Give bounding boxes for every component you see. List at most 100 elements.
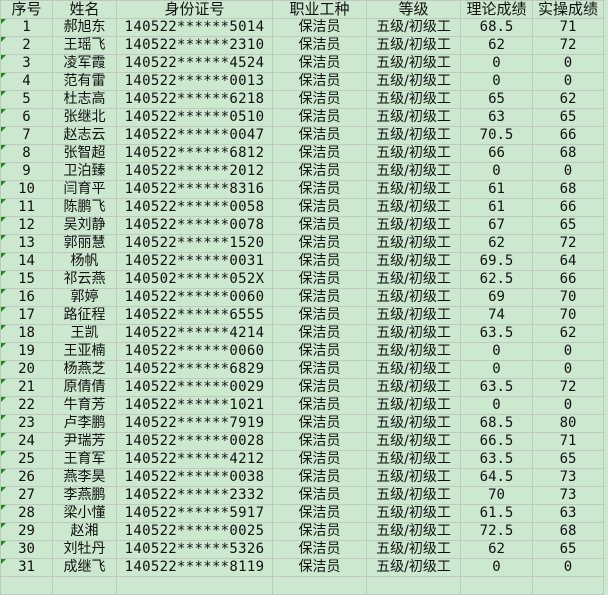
cell-id[interactable]: 140522******1520: [116, 234, 273, 253]
cell-seq[interactable]: 7: [0, 126, 53, 145]
cell-level[interactable]: 五级/初级工: [366, 270, 461, 289]
cell-theory[interactable]: 0: [460, 360, 533, 379]
cell-level[interactable]: 五级/初级工: [366, 468, 461, 487]
cell-job[interactable]: 保洁员: [272, 558, 367, 577]
cell-job[interactable]: 保洁员: [272, 36, 367, 55]
cell-seq[interactable]: 26: [0, 468, 53, 487]
cell-seq[interactable]: 23: [0, 414, 53, 433]
cell-job[interactable]: 保洁员: [272, 306, 367, 325]
cell-practice[interactable]: 63: [532, 504, 604, 523]
cell-id[interactable]: 140522******0060: [116, 342, 273, 361]
cell-id[interactable]: 140522******5014: [116, 18, 273, 37]
cell-theory[interactable]: 63.5: [460, 324, 533, 343]
cell-practice[interactable]: 65: [532, 540, 604, 559]
cell-job[interactable]: 保洁员: [272, 396, 367, 415]
cell-level[interactable]: 五级/初级工: [366, 180, 461, 199]
cell-level[interactable]: 五级/初级工: [366, 324, 461, 343]
cell-seq[interactable]: 28: [0, 504, 53, 523]
empty-cell[interactable]: [366, 576, 461, 595]
cell-name[interactable]: 张智超: [52, 144, 117, 163]
cell-seq[interactable]: 15: [0, 270, 53, 289]
cell-theory[interactable]: 65: [460, 90, 533, 109]
cell-level[interactable]: 五级/初级工: [366, 18, 461, 37]
cell-practice[interactable]: 0: [532, 360, 604, 379]
cell-seq[interactable]: 16: [0, 288, 53, 307]
cell-practice[interactable]: 68: [532, 144, 604, 163]
cell-theory[interactable]: 63: [460, 108, 533, 127]
cell-theory[interactable]: 63.5: [460, 378, 533, 397]
cell-level[interactable]: 五级/初级工: [366, 450, 461, 469]
cell-theory[interactable]: 0: [460, 558, 533, 577]
cell-job[interactable]: 保洁员: [272, 270, 367, 289]
cell-level[interactable]: 五级/初级工: [366, 234, 461, 253]
cell-practice[interactable]: 80: [532, 414, 604, 433]
cell-theory[interactable]: 74: [460, 306, 533, 325]
cell-level[interactable]: 五级/初级工: [366, 396, 461, 415]
cell-id[interactable]: 140522******6555: [116, 306, 273, 325]
cell-name[interactable]: 卫泊臻: [52, 162, 117, 181]
cell-level[interactable]: 五级/初级工: [366, 342, 461, 361]
cell-seq[interactable]: 13: [0, 234, 53, 253]
cell-level[interactable]: 五级/初级工: [366, 378, 461, 397]
cell-level[interactable]: 五级/初级工: [366, 90, 461, 109]
cell-job[interactable]: 保洁员: [272, 540, 367, 559]
cell-job[interactable]: 保洁员: [272, 108, 367, 127]
cell-theory[interactable]: 0: [460, 72, 533, 91]
cell-level[interactable]: 五级/初级工: [366, 540, 461, 559]
cell-level[interactable]: 五级/初级工: [366, 72, 461, 91]
cell-job[interactable]: 保洁员: [272, 90, 367, 109]
cell-id[interactable]: 140522******0025: [116, 522, 273, 541]
cell-theory[interactable]: 69: [460, 288, 533, 307]
cell-practice[interactable]: 0: [532, 558, 604, 577]
cell-seq[interactable]: 24: [0, 432, 53, 451]
cell-id[interactable]: 140522******0047: [116, 126, 273, 145]
cell-id[interactable]: 140522******4524: [116, 54, 273, 73]
header-level[interactable]: 等级: [366, 0, 461, 19]
cell-job[interactable]: 保洁员: [272, 504, 367, 523]
header-practice[interactable]: 实操成绩: [532, 0, 604, 19]
cell-name[interactable]: 杨燕芝: [52, 360, 117, 379]
cell-theory[interactable]: 68.5: [460, 18, 533, 37]
cell-practice[interactable]: 72: [532, 378, 604, 397]
cell-id[interactable]: 140522******6812: [116, 144, 273, 163]
cell-practice[interactable]: 70: [532, 306, 604, 325]
cell-practice[interactable]: 0: [532, 396, 604, 415]
cell-theory[interactable]: 64.5: [460, 468, 533, 487]
cell-seq[interactable]: 31: [0, 558, 53, 577]
empty-cell[interactable]: [532, 576, 604, 595]
cell-level[interactable]: 五级/初级工: [366, 522, 461, 541]
cell-name[interactable]: 张继北: [52, 108, 117, 127]
cell-theory[interactable]: 0: [460, 342, 533, 361]
cell-name[interactable]: 王亚楠: [52, 342, 117, 361]
header-id[interactable]: 身份证号: [116, 0, 273, 19]
cell-theory[interactable]: 72.5: [460, 522, 533, 541]
cell-level[interactable]: 五级/初级工: [366, 288, 461, 307]
cell-name[interactable]: 赵湘: [52, 522, 117, 541]
cell-level[interactable]: 五级/初级工: [366, 36, 461, 55]
cell-id[interactable]: 140522******0060: [116, 288, 273, 307]
cell-job[interactable]: 保洁员: [272, 324, 367, 343]
empty-cell[interactable]: [272, 576, 367, 595]
cell-level[interactable]: 五级/初级工: [366, 306, 461, 325]
cell-practice[interactable]: 66: [532, 198, 604, 217]
cell-id[interactable]: 140522******1021: [116, 396, 273, 415]
cell-practice[interactable]: 64: [532, 252, 604, 271]
cell-theory[interactable]: 62: [460, 540, 533, 559]
cell-name[interactable]: 郭婷: [52, 288, 117, 307]
cell-id[interactable]: 140522******8119: [116, 558, 273, 577]
cell-id[interactable]: 140522******8316: [116, 180, 273, 199]
cell-name[interactable]: 原倩倩: [52, 378, 117, 397]
cell-id[interactable]: 140522******2310: [116, 36, 273, 55]
cell-job[interactable]: 保洁员: [272, 414, 367, 433]
cell-id[interactable]: 140522******0029: [116, 378, 273, 397]
cell-seq[interactable]: 11: [0, 198, 53, 217]
cell-level[interactable]: 五级/初级工: [366, 414, 461, 433]
cell-theory[interactable]: 61: [460, 180, 533, 199]
cell-level[interactable]: 五级/初级工: [366, 54, 461, 73]
cell-job[interactable]: 保洁员: [272, 144, 367, 163]
cell-practice[interactable]: 0: [532, 162, 604, 181]
cell-theory[interactable]: 67: [460, 216, 533, 235]
cell-seq[interactable]: 5: [0, 90, 53, 109]
cell-seq[interactable]: 29: [0, 522, 53, 541]
cell-job[interactable]: 保洁员: [272, 180, 367, 199]
